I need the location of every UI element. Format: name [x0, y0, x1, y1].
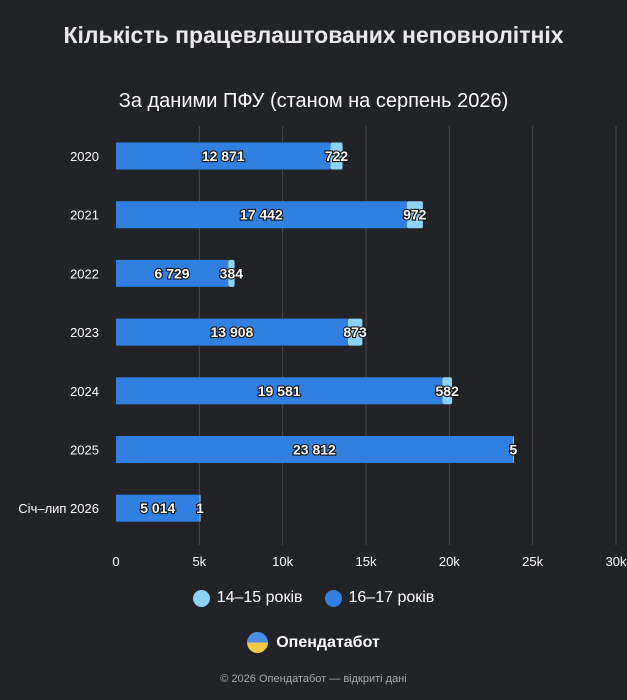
chart-legend: 14–15 років 16–17 років [0, 589, 627, 607]
category-label: 2024 [70, 384, 99, 399]
bar-14-15 [512, 436, 514, 463]
bar-16-17 [116, 259, 229, 287]
data-label-14-15: 972 [403, 207, 427, 223]
bar-14-15 [406, 201, 423, 229]
data-label-14-15: 873 [343, 324, 367, 340]
data-label-16-17: 5 014 [140, 500, 175, 516]
footer-copyright: © 2026 Опендатабот — відкриті дані [220, 673, 407, 685]
data-label-16-17: 19 581 [258, 383, 301, 399]
x-tick-label-1: 5k [192, 554, 206, 569]
data-label-16-17: 6 729 [155, 265, 190, 281]
bar-chart: 0 5k 10k 15k 20k 25k 30k 2020 12 871 722 2021 17 44… [18, 126, 627, 569]
bar-16-17 [116, 318, 348, 346]
data-label-16-17: 17 442 [240, 207, 283, 223]
legend-swatch-14-15 [192, 589, 210, 607]
opendatabot-logo-icon [247, 632, 269, 653]
legend-item-14-15[interactable]: 14–15 років [192, 589, 303, 607]
bar-14-15 [442, 377, 453, 405]
category-label: Січ–лип 2026 [18, 501, 99, 516]
data-label-14-15: 1 [196, 500, 204, 516]
bar-16-17 [116, 201, 407, 229]
brand-name: Опендатабот [276, 633, 380, 651]
x-tick-label-6: 30k [606, 554, 627, 569]
legend-swatch-16-17 [324, 589, 342, 607]
bar-14-15 [199, 494, 201, 522]
bar-16-17 [116, 377, 443, 405]
bar-16-17 [116, 142, 331, 170]
data-label-16-17: 12 871 [202, 148, 245, 164]
bar-16-17 [116, 436, 513, 463]
data-label-14-15: 384 [220, 265, 244, 281]
x-tick-label-2: 10k [272, 554, 293, 569]
category-label: 2020 [70, 149, 99, 164]
chart-subtitle: За даними ПФУ (станом на серпень 2026) [118, 90, 509, 112]
bar-14-15 [228, 259, 235, 287]
x-tick-label-4: 20k [439, 554, 460, 569]
data-label-16-17: 13 908 [210, 324, 253, 340]
legend-label-14-15: 14–15 років [216, 589, 303, 606]
legend-item-16-17[interactable]: 16–17 років [324, 589, 435, 607]
x-tick-label-3: 15k [356, 554, 377, 569]
legend-label-16-17: 16–17 років [348, 589, 435, 606]
bar-14-15 [330, 142, 343, 170]
category-label: 2021 [70, 208, 99, 223]
bar-14-15 [347, 318, 363, 346]
brand[interactable]: Опендатабот [0, 632, 627, 653]
bar-16-17 [116, 494, 200, 522]
data-label-14-15: 5 [509, 442, 517, 458]
data-label-14-15: 722 [325, 148, 349, 164]
category-label: 2025 [70, 443, 99, 458]
x-tick-label-0: 0 [112, 554, 119, 569]
chart-title: Кількість працевлаштованих неповнолітніх [63, 22, 564, 48]
data-label-16-17: 23 812 [293, 442, 336, 458]
category-label: 2022 [70, 266, 99, 281]
x-tick-label-5: 25k [522, 554, 543, 569]
category-label: 2023 [70, 325, 99, 340]
data-label-14-15: 582 [436, 383, 460, 399]
